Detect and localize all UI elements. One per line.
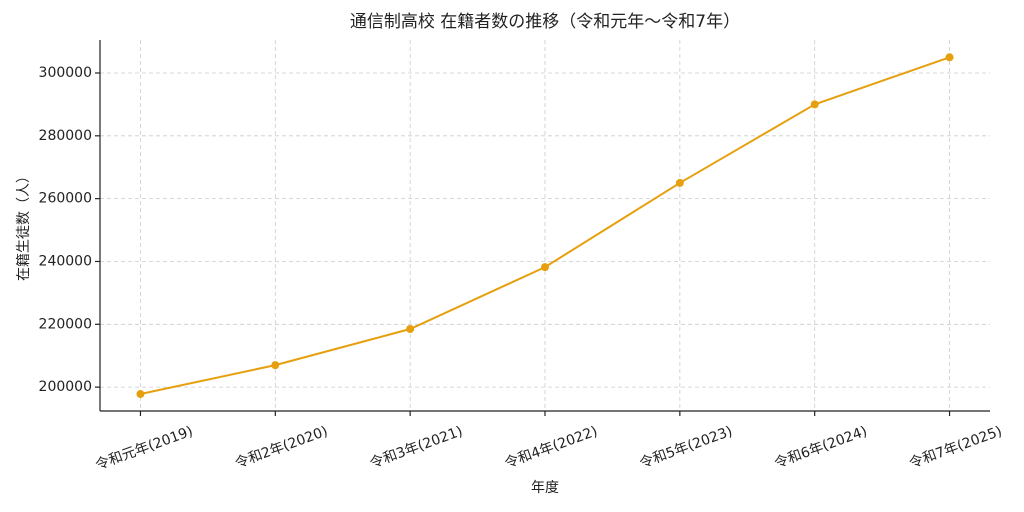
x-tick-label: 令和7年(2025) [907,423,1004,471]
y-tick-label: 200000 [39,379,92,395]
x-tick-label: 令和2年(2020) [233,423,330,471]
point [810,100,819,109]
y-tick-label: 280000 [39,128,92,144]
y-tick-label: 300000 [39,65,92,81]
point [136,390,145,399]
x-tick-label: 令和4年(2022) [503,423,600,471]
x-tick-label: 令和元年(2019) [93,423,195,473]
x-tick-label: 令和6年(2024) [772,423,869,471]
x-tick-label: 令和5年(2023) [638,423,735,471]
y-tick-label: 260000 [39,191,92,207]
point [675,178,684,187]
chart-title: 通信制高校 在籍者数の推移（令和元年〜令和7年） [350,12,740,32]
point [271,361,280,370]
point [945,53,954,62]
point [541,263,549,272]
y-axis-label: 在籍生徒数（人） [15,169,32,281]
y-tick-label: 240000 [39,253,92,269]
x-tick-label: 令和3年(2021) [368,423,465,471]
y-tick-label: 220000 [39,316,92,332]
x-axis-label: 年度 [531,480,559,496]
point [406,325,415,334]
